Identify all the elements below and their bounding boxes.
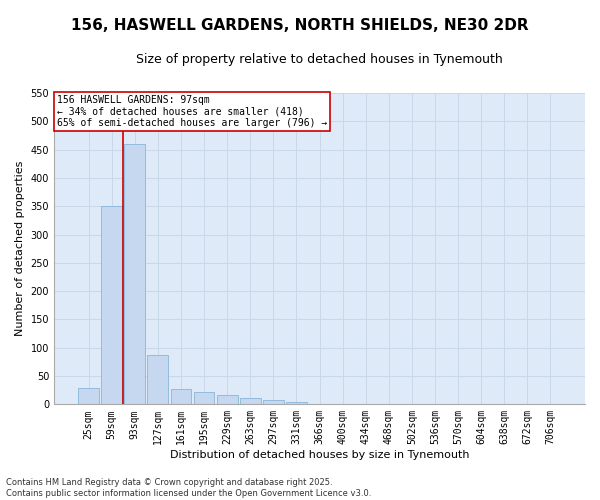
Bar [124, 144, 145, 405]
Bar [101, 206, 122, 404]
Bar [170, 389, 191, 404]
X-axis label: Distribution of detached houses by size in Tynemouth: Distribution of detached houses by size … [170, 450, 469, 460]
Bar [148, 354, 168, 405]
Text: 156 HASWELL GARDENS: 97sqm
← 34% of detached houses are smaller (418)
65% of sem: 156 HASWELL GARDENS: 97sqm ← 34% of deta… [56, 94, 327, 128]
Bar [217, 394, 238, 404]
Bar [263, 400, 284, 404]
Y-axis label: Number of detached properties: Number of detached properties [15, 161, 25, 336]
Title: Size of property relative to detached houses in Tynemouth: Size of property relative to detached ho… [136, 52, 503, 66]
Text: Contains HM Land Registry data © Crown copyright and database right 2025.
Contai: Contains HM Land Registry data © Crown c… [6, 478, 371, 498]
Bar [78, 388, 99, 404]
Bar [194, 392, 214, 404]
Bar [286, 402, 307, 404]
Text: 156, HASWELL GARDENS, NORTH SHIELDS, NE30 2DR: 156, HASWELL GARDENS, NORTH SHIELDS, NE3… [71, 18, 529, 32]
Bar [240, 398, 260, 404]
